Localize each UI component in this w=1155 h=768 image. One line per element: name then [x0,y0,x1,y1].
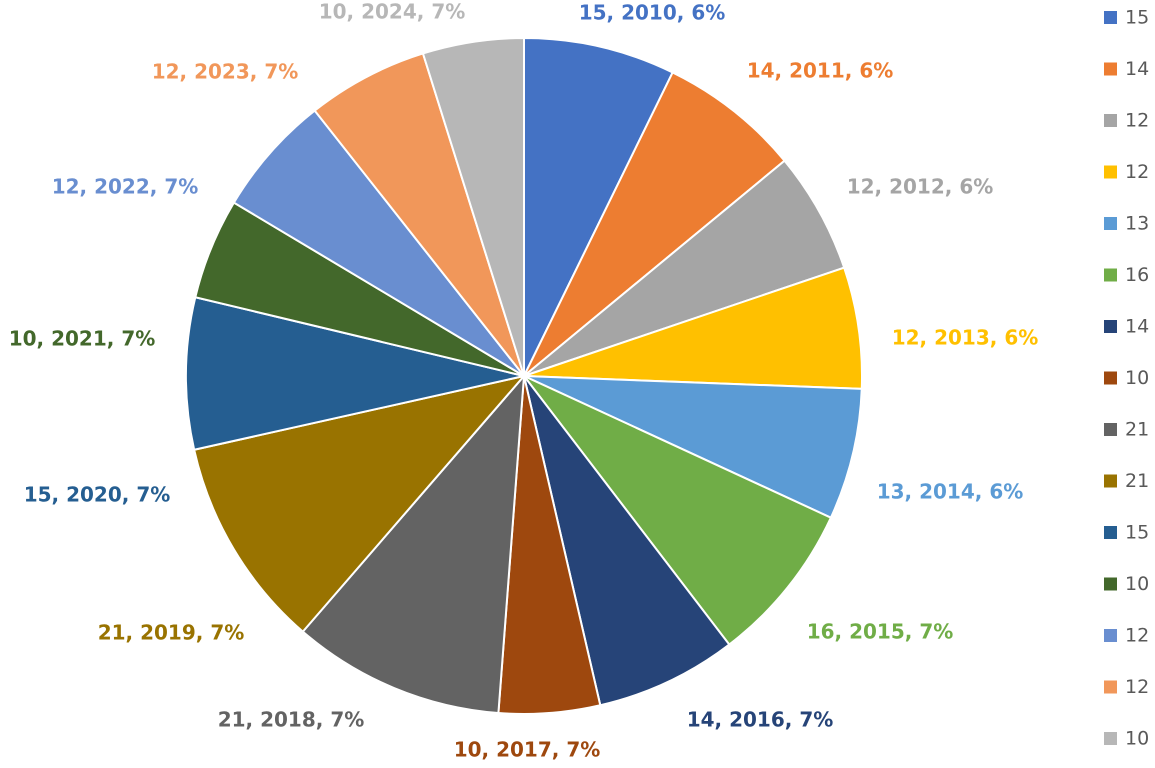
legend-label-2021: 10 [1125,573,1149,595]
pie-slice-2019 [192,374,527,634]
pie-slice-2020 [185,296,525,451]
pie-slice-2014 [523,375,863,520]
data-label-2010: 15, 2010, 6% [579,1,726,25]
data-label-2023: 12, 2023, 7% [152,60,299,84]
data-label-2016: 14, 2016, 7% [687,708,834,732]
data-label-2018: 21, 2018, 7% [218,708,365,732]
pie-slice-2015 [523,375,833,646]
legend-label-2019: 21 [1125,470,1149,492]
legend-label-2017: 10 [1125,367,1149,389]
legend-label-2014: 13 [1125,213,1149,235]
legend-swatch-2019 [1104,474,1117,488]
pie-slice-2010 [523,36,674,377]
legend-swatch-2013 [1104,165,1117,179]
pie-slice-2016 [523,375,731,707]
legend-swatch-2023 [1104,680,1117,694]
legend-swatch-2020 [1104,526,1117,539]
legend-swatch-2015 [1104,268,1117,282]
data-label-2021: 10, 2021, 7% [9,327,156,351]
legend-label-2018: 21 [1125,419,1149,441]
legend-label-2024: 10 [1125,728,1149,750]
legend-swatch-2024 [1104,732,1117,745]
data-label-2011: 14, 2011, 6% [747,59,894,83]
legend-swatch-2011 [1104,62,1117,76]
legend-label-2016: 14 [1125,316,1149,338]
data-label-2015: 16, 2015, 7% [807,620,954,644]
legend-swatch-2012 [1104,114,1117,127]
legend-label-2010: 15 [1125,7,1149,29]
data-label-2013: 12, 2013, 6% [892,326,1039,350]
data-label-2014: 13, 2014, 6% [877,480,1024,504]
legend-swatch-2014 [1104,217,1117,230]
pie-slice-2018 [301,373,526,715]
legend: 15 14 12 12 13 16 14 10 21 21 15 10 12 12 10 [1104,7,1149,750]
slice-labels: 15, 2010, 6% 14, 2011, 6% 12, 2012, 6% 12, … [9,0,1039,762]
data-label-2020: 15, 2020, 7% [24,483,171,507]
legend-label-2023: 12 [1125,676,1149,698]
legend-label-2011: 14 [1125,58,1149,80]
legend-label-2020: 15 [1125,522,1149,544]
legend-label-2015: 16 [1125,264,1149,286]
data-label-2022: 12, 2022, 7% [52,175,199,199]
legend-swatch-2016 [1104,320,1117,333]
pie-slice-2012 [523,159,846,377]
legend-label-2012: 12 [1125,110,1149,132]
legend-swatch-2010 [1104,11,1117,24]
legend-swatch-2022 [1104,629,1117,642]
data-label-2012: 12, 2012, 6% [847,175,994,199]
pie-slice-2024 [421,36,525,377]
pie-slice-2013 [523,266,864,390]
legend-swatch-2018 [1104,423,1117,436]
data-label-2017: 10, 2017, 7% [454,738,601,762]
legend-swatch-2017 [1104,371,1117,385]
legend-label-2022: 12 [1125,625,1149,647]
legend-label-2013: 12 [1125,161,1149,183]
pie-slices [185,36,864,715]
legend-swatch-2021 [1104,577,1117,591]
data-label-2019: 21, 2019, 7% [98,621,245,645]
data-label-2024: 10, 2024, 7% [319,0,466,24]
pie-slice-2022 [232,109,525,377]
pie-slice-2011 [523,71,786,377]
pie-slice-2023 [313,52,525,377]
